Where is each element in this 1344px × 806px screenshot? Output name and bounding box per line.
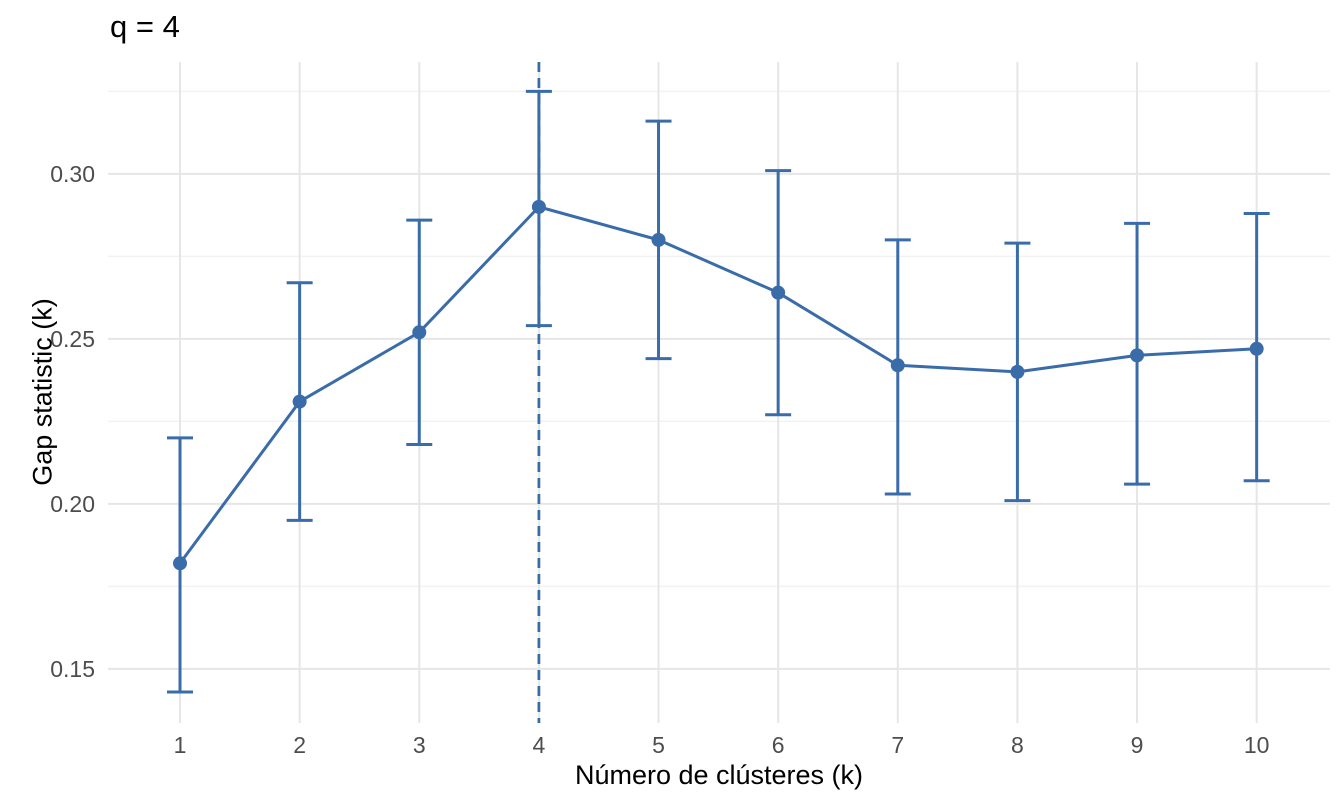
- data-line-group: [178, 205, 1257, 565]
- y-axis-tick-labels: 0.15 0.20 0.25 0.30: [50, 161, 95, 682]
- plot-title: q = 4: [110, 9, 180, 44]
- data-point: [531, 199, 546, 214]
- data-point: [771, 285, 786, 300]
- data-point: [1249, 341, 1264, 356]
- data-point: [412, 325, 427, 340]
- y-tick-label: 0.15: [50, 656, 95, 682]
- x-tick-label: 8: [1011, 732, 1024, 758]
- x-tick-label: 6: [772, 732, 785, 758]
- x-tick-label: 10: [1244, 732, 1270, 758]
- error-bars: [167, 89, 1270, 694]
- y-tick-label: 0.25: [50, 326, 95, 352]
- y-tick-label: 0.30: [50, 161, 95, 187]
- data-point: [173, 556, 188, 571]
- y-tick-label: 0.20: [50, 491, 95, 517]
- grid-major-horizontal: [108, 172, 1330, 670]
- x-tick-label: 9: [1131, 732, 1144, 758]
- x-tick-label: 5: [652, 732, 665, 758]
- x-tick-label: 3: [413, 732, 426, 758]
- grid-minor-horizontal: [108, 90, 1330, 588]
- x-axis-title: Número de clústeres (k): [574, 760, 864, 790]
- x-tick-label: 1: [174, 732, 187, 758]
- y-axis-title: Gap statistic (k): [27, 298, 58, 486]
- data-point: [292, 394, 307, 409]
- grid-major-vertical: [179, 62, 1258, 723]
- data-point: [651, 232, 666, 247]
- data-point: [1130, 348, 1145, 363]
- data-points: [173, 199, 1264, 571]
- x-axis-tick-labels: 1 2 3 4 5 6 7 8 9 10: [174, 732, 1270, 758]
- data-line: [178, 205, 1257, 565]
- data-point: [1010, 364, 1025, 379]
- data-point: [890, 358, 905, 373]
- x-tick-label: 7: [891, 732, 904, 758]
- x-tick-label: 4: [533, 732, 546, 758]
- x-tick-label: 2: [293, 732, 306, 758]
